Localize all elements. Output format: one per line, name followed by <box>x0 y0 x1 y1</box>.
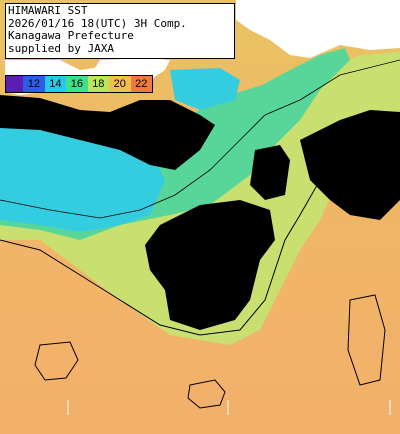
island-patch <box>34 341 79 381</box>
no-data-small <box>250 145 290 200</box>
land-north <box>236 0 400 58</box>
title-line: supplied by JAXA <box>8 41 114 55</box>
no-data-north <box>0 95 215 170</box>
no-data-east <box>300 110 400 220</box>
legend-label: 22 <box>130 76 152 92</box>
legend-swatch <box>6 76 24 92</box>
map-title-box: HIMAWARI SST 2026/01/16 18(UTC) 3H Comp.… <box>5 3 235 59</box>
legend-label: 16 <box>66 76 88 92</box>
title-line: HIMAWARI SST <box>8 4 88 17</box>
title-line: 2026/01/16 18(UTC) 3H Comp. <box>8 16 187 30</box>
cold-sea-patch <box>170 68 240 110</box>
legend-label: 18 <box>87 76 110 92</box>
legend-label: 14 <box>44 76 67 92</box>
coastline-contour <box>0 119 400 336</box>
legend-label: 20 <box>109 76 131 92</box>
legend-label: 12 <box>23 76 45 92</box>
title-line: Kanagawa Prefecture <box>8 29 134 43</box>
island-patch <box>347 294 386 386</box>
temperature-legend: 12 14 16 18 20 22 <box>5 75 153 93</box>
no-data-bay <box>145 200 275 330</box>
isotherm-contour <box>0 59 400 219</box>
island-patch <box>187 379 226 409</box>
